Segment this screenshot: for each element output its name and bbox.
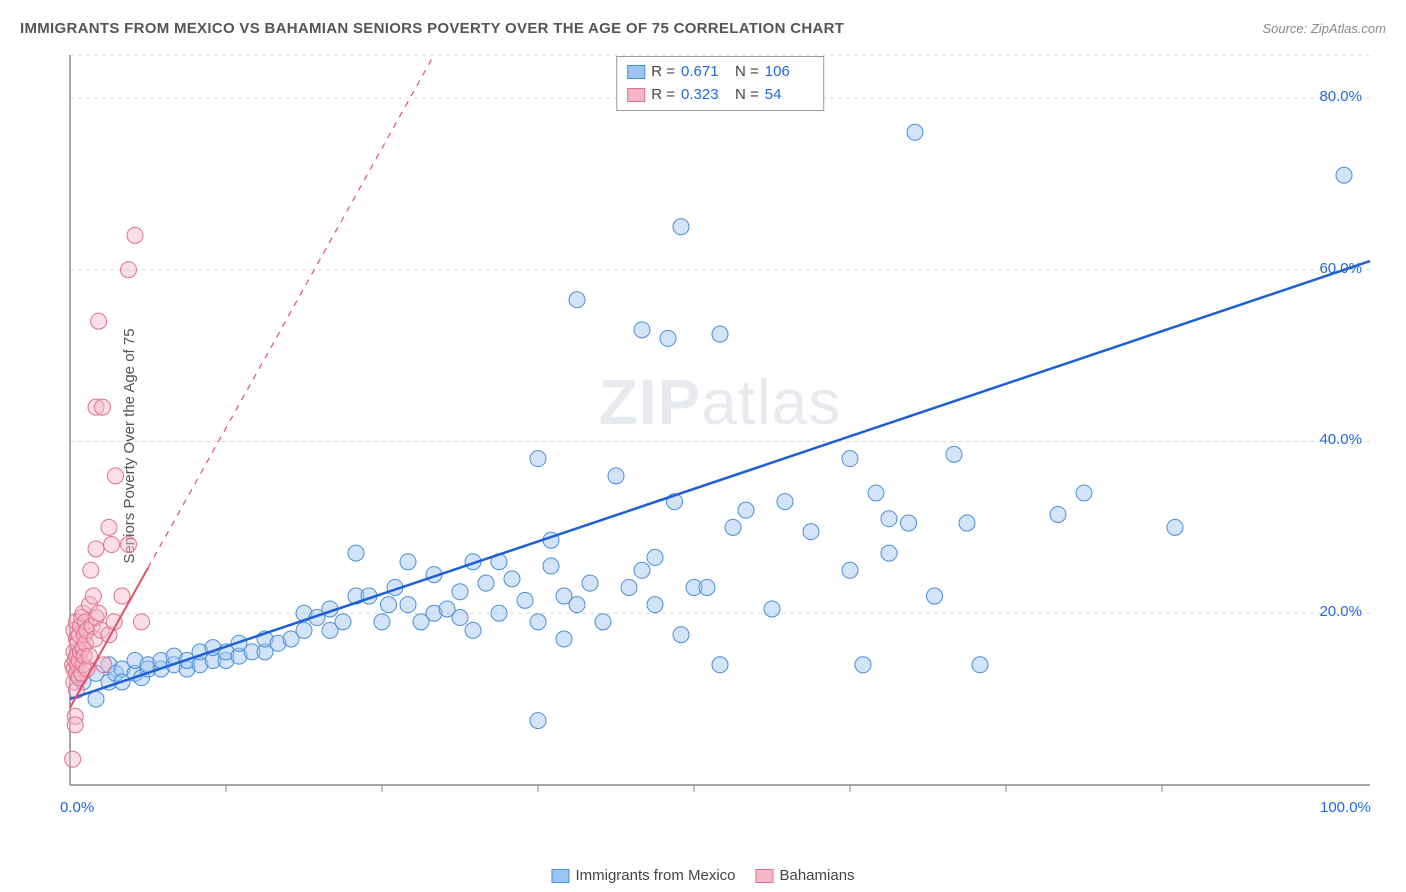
source-label: Source: (1262, 21, 1310, 36)
legend-item-0: Immigrants from Mexico (551, 867, 735, 884)
source-attribution: Source: ZipAtlas.com (1262, 21, 1386, 36)
stats-r-label: R = (651, 61, 675, 84)
legend-swatch-1 (755, 869, 773, 883)
legend-item-1: Bahamians (755, 867, 854, 884)
x-tick-label-max: 100.0% (1320, 799, 1371, 816)
stats-r-value-1: 0.323 (681, 84, 729, 107)
stats-box: R = 0.671 N = 106 R = 0.323 N = 54 (616, 56, 824, 111)
stats-n-label: N = (735, 84, 759, 107)
y-tick-label-1: 40.0% (1319, 431, 1362, 448)
scatter-plot (60, 55, 1380, 825)
stats-n-value-1: 54 (765, 84, 813, 107)
legend-label-1: Bahamians (779, 867, 854, 884)
source-value: ZipAtlas.com (1311, 21, 1386, 36)
title-bar: IMMIGRANTS FROM MEXICO VS BAHAMIAN SENIO… (20, 20, 1386, 37)
legend-label-0: Immigrants from Mexico (575, 867, 735, 884)
stats-n-label: N = (735, 61, 759, 84)
stats-row-series-0: R = 0.671 N = 106 (627, 61, 813, 84)
stats-r-value-0: 0.671 (681, 61, 729, 84)
x-tick-label-min: 0.0% (60, 799, 94, 816)
legend: Immigrants from Mexico Bahamians (551, 867, 854, 884)
chart-area: ZIPatlas R = 0.671 N = 106 R = 0.323 N =… (60, 55, 1380, 825)
stats-n-value-0: 106 (765, 61, 813, 84)
stats-r-label: R = (651, 84, 675, 107)
y-tick-label-0: 20.0% (1319, 603, 1362, 620)
stats-row-series-1: R = 0.323 N = 54 (627, 84, 813, 107)
y-tick-label-2: 60.0% (1319, 260, 1362, 277)
legend-swatch-0 (551, 869, 569, 883)
y-tick-label-3: 80.0% (1319, 88, 1362, 105)
swatch-series-0 (627, 65, 645, 79)
swatch-series-1 (627, 88, 645, 102)
chart-title: IMMIGRANTS FROM MEXICO VS BAHAMIAN SENIO… (20, 20, 844, 37)
